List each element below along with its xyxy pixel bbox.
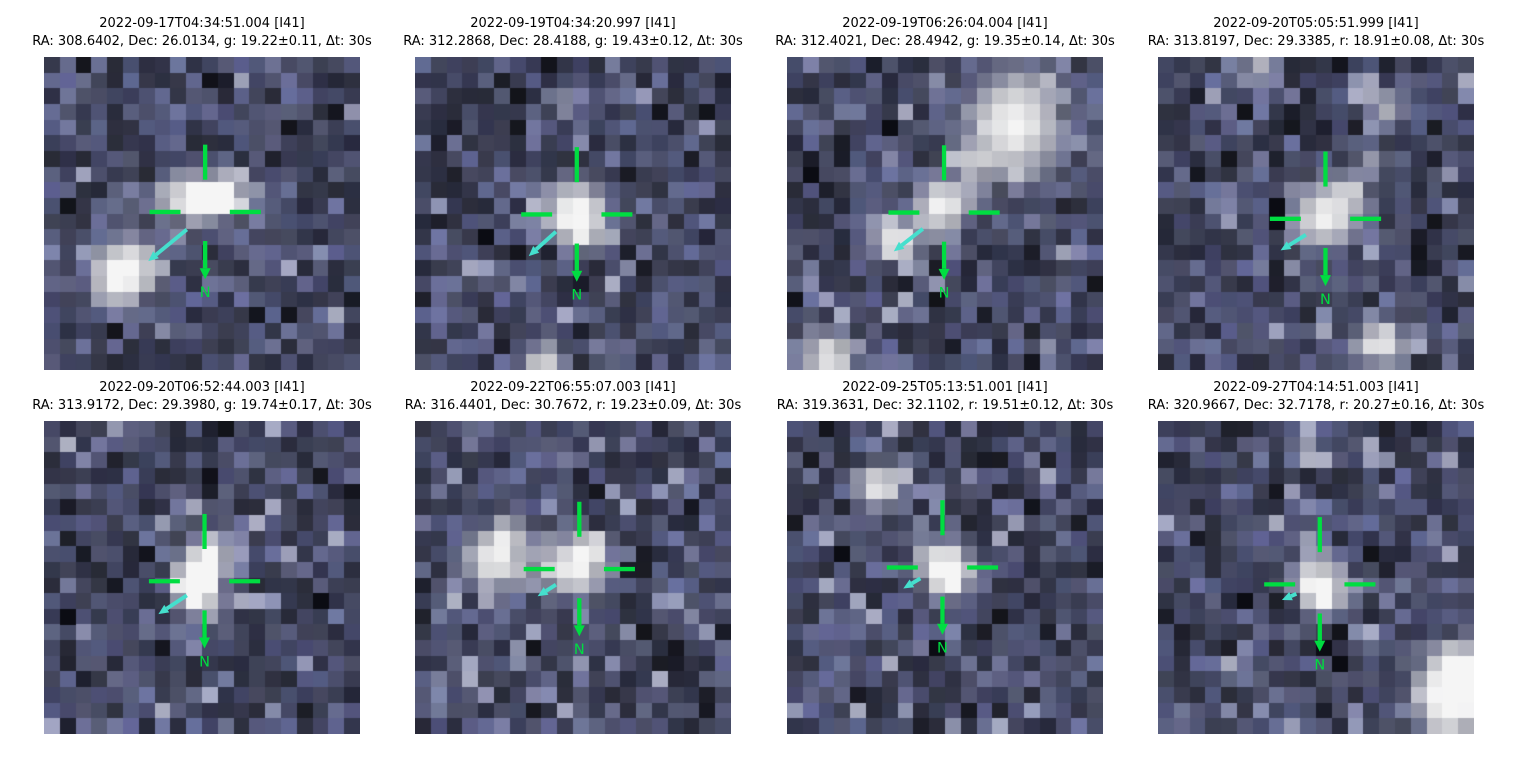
cutout-imagebox: N <box>415 421 731 734</box>
cutout-timestamp: 2022-09-27T04:14:51.003 [I41] <box>1213 380 1419 395</box>
marker-overlay: N <box>148 144 261 301</box>
north-arrow-icon <box>1314 613 1326 652</box>
marker-overlay: N <box>148 513 261 670</box>
cutout-image <box>44 421 360 734</box>
cutout-image <box>1158 421 1474 734</box>
marker-overlay: N <box>1264 517 1376 674</box>
north-arrow-icon <box>199 610 211 649</box>
cutout-astrometry: RA: 319.3631, Dec: 32.1102, r: 19.51±0.1… <box>776 398 1114 413</box>
cutout-timestamp: 2022-09-19T06:26:04.004 [I41] <box>842 16 1048 31</box>
cutout-timestamp: 2022-09-25T05:13:51.001 [I41] <box>842 380 1048 395</box>
north-label: N <box>937 641 948 657</box>
north-label: N <box>939 286 950 302</box>
cutout-astrometry: RA: 312.4021, Dec: 28.4942, g: 19.35±0.1… <box>775 34 1115 49</box>
cutout-imagebox: N <box>787 421 1103 734</box>
motion-arrow-icon <box>158 593 188 615</box>
north-arrow-icon <box>938 241 950 280</box>
cutout-imagebox: N <box>1158 57 1474 370</box>
figure-page: { "figure": { "background_color": "#ffff… <box>32 15 1485 734</box>
cutout-image <box>1158 57 1474 370</box>
north-label: N <box>1320 292 1331 308</box>
motion-arrow-icon <box>903 576 922 589</box>
marker-overlay: N <box>521 147 633 304</box>
marker-overlay: N <box>888 145 1000 302</box>
motion-arrow-icon <box>148 227 189 262</box>
cutout-panel-2: 2022-09-19T04:34:20.997 [I41] RA: 312.28… <box>403 15 743 412</box>
cutout-imagebox: N <box>44 421 360 734</box>
marker-overlay: N <box>1269 151 1382 308</box>
cutout-imagebox: N <box>787 57 1103 370</box>
cutout-image <box>787 421 1103 734</box>
cutout-timestamp: 2022-09-19T04:34:20.997 [I41] <box>470 16 676 31</box>
cutout-imagebox: N <box>44 57 360 370</box>
marker-overlay: N <box>886 500 999 657</box>
motion-arrow-icon <box>1280 233 1307 251</box>
cutout-astrometry: RA: 320.9667, Dec: 32.7178, r: 20.27±0.1… <box>1147 398 1485 413</box>
north-label: N <box>574 642 585 658</box>
north-label: N <box>1314 658 1325 674</box>
cutout-imagebox: N <box>1158 421 1474 734</box>
cutout-panel-5: 2022-09-20T06:52:44.003 [I41] RA: 313.91… <box>32 379 372 776</box>
north-label: N <box>200 285 211 301</box>
north-arrow-icon <box>571 243 583 282</box>
motion-arrow-icon <box>528 230 558 257</box>
cutout-panel-8: 2022-09-27T04:14:51.003 [I41] RA: 320.96… <box>1148 379 1484 776</box>
cutout-image <box>415 57 731 370</box>
motion-arrow-icon <box>893 227 925 252</box>
cutout-timestamp: 2022-09-20T06:52:44.003 [I41] <box>99 380 305 395</box>
north-arrow-icon <box>936 596 948 635</box>
north-arrow-icon <box>573 598 585 637</box>
cutout-imagebox: N <box>415 57 731 370</box>
cutout-panel-6: 2022-09-22T06:55:07.003 [I41] RA: 316.44… <box>405 379 741 776</box>
cutout-panel-1: 2022-09-17T04:34:51.004 [I41] RA: 308.64… <box>32 15 372 412</box>
cutout-panel-3: 2022-09-19T06:26:04.004 [I41] RA: 312.40… <box>775 15 1115 412</box>
cutout-timestamp: 2022-09-17T04:34:51.004 [I41] <box>99 16 305 31</box>
cutout-astrometry: RA: 316.4401, Dec: 30.7672, r: 19.23±0.0… <box>404 398 742 413</box>
cutout-astrometry: RA: 312.2868, Dec: 28.4188, g: 19.43±0.1… <box>403 34 743 49</box>
cutout-astrometry: RA: 308.6402, Dec: 26.0134, g: 19.22±0.1… <box>32 34 372 49</box>
cutout-timestamp: 2022-09-22T06:55:07.003 [I41] <box>470 380 676 395</box>
cutout-panel-7: 2022-09-25T05:13:51.001 [I41] RA: 319.36… <box>777 379 1113 776</box>
cutout-image <box>787 57 1103 370</box>
north-label: N <box>571 288 582 304</box>
cutout-timestamp: 2022-09-20T05:05:51.999 [I41] <box>1213 16 1419 31</box>
north-arrow-icon <box>199 241 211 280</box>
cutout-astrometry: RA: 313.8197, Dec: 29.3385, r: 18.91±0.0… <box>1147 34 1485 49</box>
north-arrow-icon <box>1319 247 1331 287</box>
cutout-image <box>415 421 731 734</box>
cutout-astrometry: RA: 313.9172, Dec: 29.3980, g: 19.74±0.1… <box>32 398 372 413</box>
motion-arrow-icon <box>537 583 557 597</box>
north-label: N <box>199 654 210 670</box>
cutout-panel-4: 2022-09-20T05:05:51.999 [I41] RA: 313.81… <box>1148 15 1484 412</box>
cutout-image <box>44 57 360 370</box>
marker-overlay: N <box>523 501 635 658</box>
motion-arrow-icon <box>1281 591 1298 601</box>
